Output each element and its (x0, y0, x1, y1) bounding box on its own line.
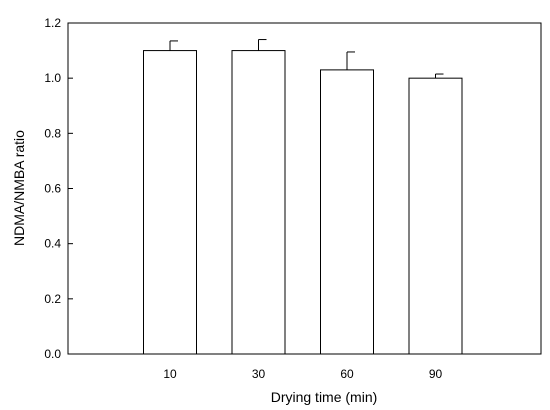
x-axis-label: Drying time (min) (271, 389, 378, 405)
x-tick-label: 90 (429, 367, 443, 381)
y-tick-label: 0.8 (44, 126, 61, 140)
y-tick-label: 1.2 (44, 16, 61, 30)
bar-30 (231, 50, 286, 355)
y-tick-label: 0.0 (44, 347, 61, 361)
plot-frame (67, 22, 542, 355)
y-axis-ticks: 0.0 0.2 0.4 0.6 0.8 1.0 1.2 (44, 16, 73, 361)
bar-90 (408, 77, 463, 355)
y-tick-label: 1.0 (44, 71, 61, 85)
bar-60 (320, 69, 374, 355)
x-tick-label: 30 (252, 367, 266, 381)
x-axis-ticks: 10 30 60 90 (163, 367, 442, 381)
bars (143, 39, 463, 355)
y-tick-label: 0.2 (44, 292, 61, 306)
x-tick-label: 10 (163, 367, 177, 381)
bar-10 (143, 50, 197, 355)
y-axis-label: NDMA/NMBA ratio (11, 130, 27, 246)
x-tick-label: 60 (340, 367, 354, 381)
y-tick-label: 0.4 (44, 237, 61, 251)
y-tick-label: 0.6 (44, 182, 61, 196)
